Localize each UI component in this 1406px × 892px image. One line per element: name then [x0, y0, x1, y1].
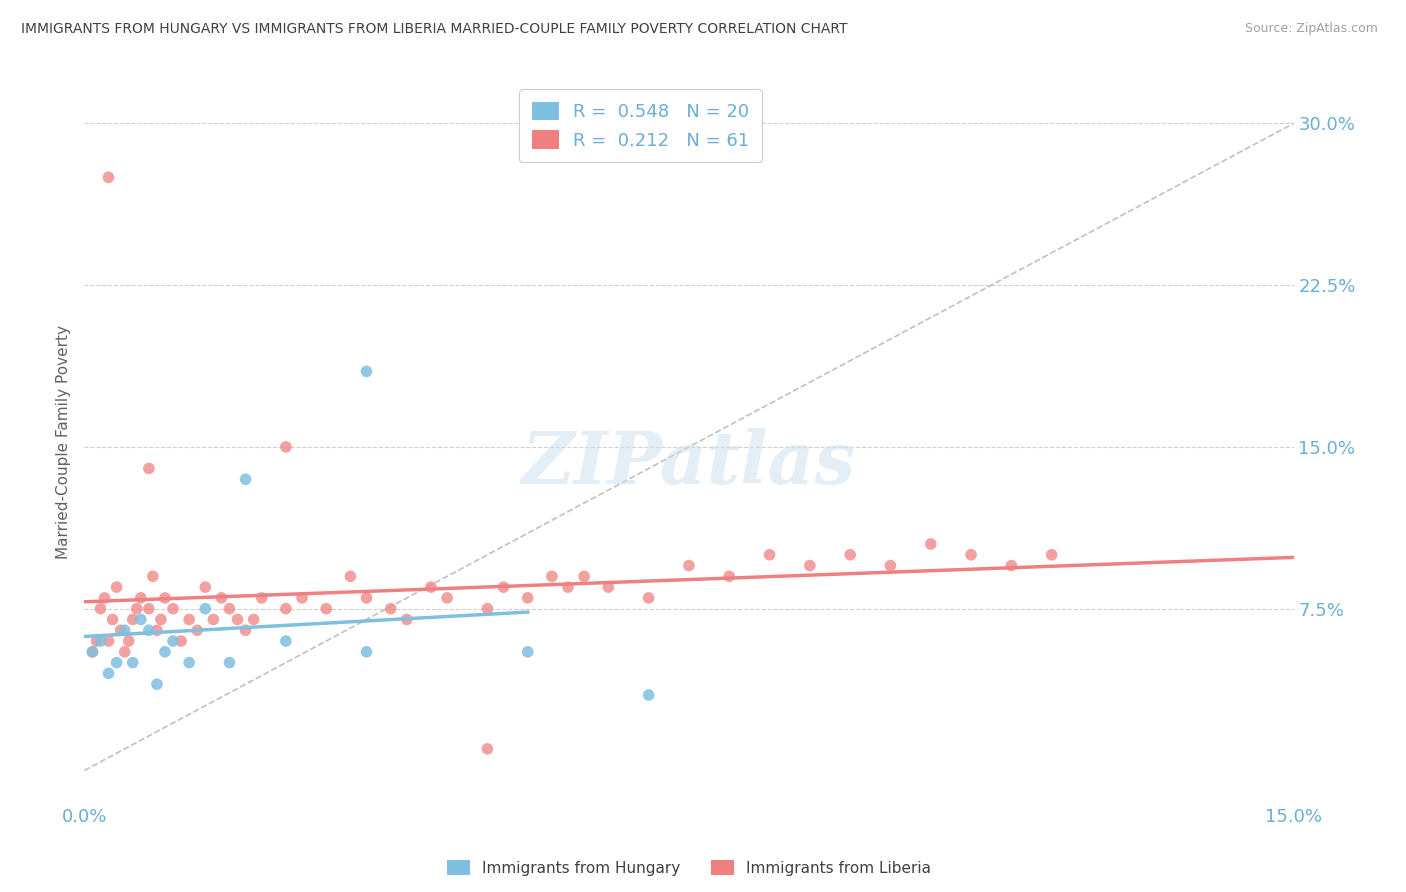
Point — [250, 591, 273, 605]
Y-axis label: Married-Couple Family Poverty: Married-Couple Family Poverty — [56, 325, 72, 558]
Point — [1040, 548, 1063, 562]
Point — [356, 364, 378, 378]
Point — [89, 601, 111, 615]
Point — [121, 612, 143, 626]
Point — [235, 472, 257, 486]
Point — [202, 612, 225, 626]
Point — [516, 645, 538, 659]
Point — [274, 440, 297, 454]
Point — [209, 591, 232, 605]
Point — [758, 548, 780, 562]
Point — [226, 612, 249, 626]
Point — [356, 645, 378, 659]
Point — [97, 170, 120, 185]
Point — [153, 591, 176, 605]
Point — [118, 634, 141, 648]
Point — [138, 601, 160, 615]
Text: IMMIGRANTS FROM HUNGARY VS IMMIGRANTS FROM LIBERIA MARRIED-COUPLE FAMILY POVERTY: IMMIGRANTS FROM HUNGARY VS IMMIGRANTS FR… — [21, 22, 848, 37]
Point — [114, 624, 136, 638]
Point — [101, 612, 124, 626]
Point — [799, 558, 821, 573]
Point — [637, 688, 659, 702]
Point — [678, 558, 700, 573]
Point — [274, 601, 297, 615]
Point — [162, 634, 184, 648]
Point — [718, 569, 741, 583]
Point — [541, 569, 564, 583]
Point — [839, 548, 862, 562]
Point — [170, 634, 193, 648]
Point — [920, 537, 942, 551]
Point — [960, 548, 983, 562]
Point — [598, 580, 620, 594]
Point — [218, 656, 240, 670]
Point — [149, 612, 172, 626]
Point — [637, 591, 659, 605]
Point — [339, 569, 361, 583]
Point — [82, 645, 104, 659]
Point — [129, 591, 152, 605]
Point — [179, 612, 201, 626]
Point — [105, 580, 128, 594]
Point — [291, 591, 314, 605]
Point — [93, 591, 115, 605]
Point — [153, 645, 176, 659]
Point — [82, 645, 104, 659]
Point — [146, 624, 169, 638]
Point — [235, 624, 257, 638]
Point — [1000, 558, 1022, 573]
Point — [315, 601, 337, 615]
Legend: Immigrants from Hungary, Immigrants from Liberia: Immigrants from Hungary, Immigrants from… — [441, 854, 936, 882]
Point — [492, 580, 515, 594]
Point — [879, 558, 901, 573]
Point — [129, 612, 152, 626]
Point — [477, 742, 499, 756]
Point — [218, 601, 240, 615]
Point — [142, 569, 165, 583]
Point — [162, 601, 184, 615]
Point — [194, 601, 217, 615]
Point — [436, 591, 458, 605]
Point — [420, 580, 443, 594]
Point — [86, 634, 108, 648]
Point — [395, 612, 418, 626]
Text: ZIPatlas: ZIPatlas — [522, 428, 856, 499]
Point — [380, 601, 402, 615]
Point — [356, 591, 378, 605]
Point — [274, 634, 297, 648]
Point — [477, 601, 499, 615]
Point — [516, 591, 538, 605]
Point — [186, 624, 208, 638]
Point — [121, 656, 143, 670]
Point — [138, 461, 160, 475]
Point — [97, 666, 120, 681]
Point — [242, 612, 264, 626]
Point — [138, 624, 160, 638]
Text: Source: ZipAtlas.com: Source: ZipAtlas.com — [1244, 22, 1378, 36]
Point — [194, 580, 217, 594]
Point — [557, 580, 579, 594]
Point — [105, 656, 128, 670]
Point — [146, 677, 169, 691]
Point — [125, 601, 148, 615]
Point — [179, 656, 201, 670]
Point — [89, 634, 111, 648]
Point — [114, 645, 136, 659]
Point — [110, 624, 132, 638]
Point — [572, 569, 595, 583]
Point — [97, 634, 120, 648]
